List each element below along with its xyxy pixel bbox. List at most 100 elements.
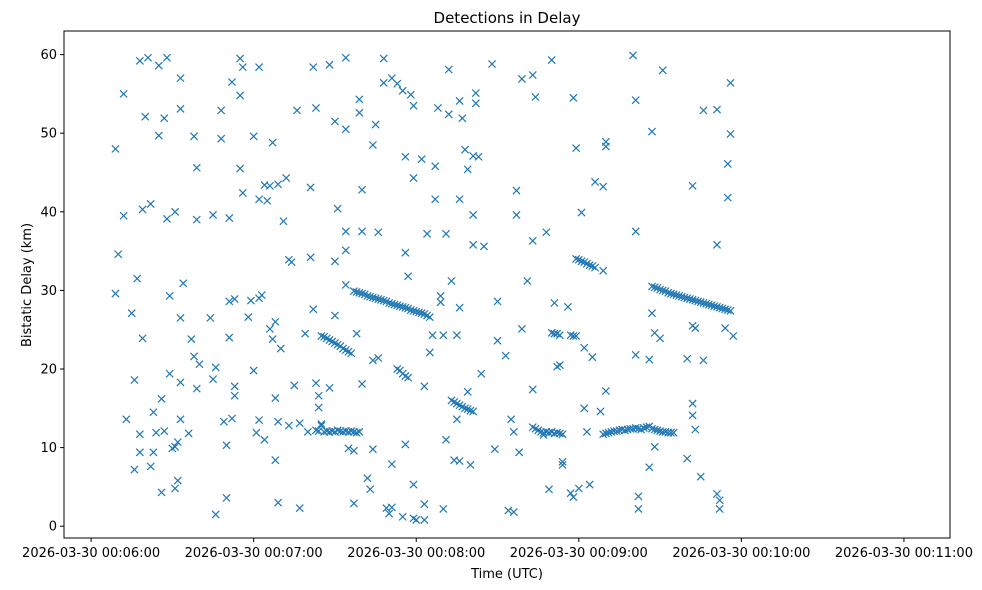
data-point	[149, 448, 158, 457]
data-point	[669, 290, 678, 299]
data-point	[252, 428, 261, 437]
data-point	[469, 407, 478, 416]
data-point	[130, 465, 139, 474]
data-point	[238, 188, 247, 197]
data-point	[192, 163, 201, 172]
data-point	[190, 132, 199, 141]
data-point	[696, 472, 705, 481]
data-point	[265, 181, 274, 190]
data-point	[631, 227, 640, 236]
x-tick-label: 2026-03-30 00:07:00	[185, 546, 323, 561]
data-point	[710, 302, 719, 311]
data-point	[333, 426, 342, 435]
data-point	[550, 329, 559, 338]
data-point	[683, 354, 692, 363]
data-point	[157, 394, 166, 403]
data-point	[650, 425, 659, 434]
data-point	[474, 152, 483, 161]
data-point	[715, 496, 724, 505]
data-point	[729, 331, 738, 341]
data-point	[517, 74, 526, 83]
data-point	[349, 499, 358, 508]
data-point	[349, 446, 358, 455]
data-point	[314, 403, 323, 412]
data-point	[274, 417, 283, 426]
data-point	[721, 324, 730, 333]
data-point	[303, 427, 312, 436]
data-point	[341, 280, 350, 289]
data-point	[366, 485, 375, 494]
data-point	[257, 291, 266, 300]
data-point	[187, 335, 196, 344]
data-point	[723, 306, 732, 315]
data-point	[569, 93, 578, 102]
data-point	[712, 489, 722, 499]
data-point	[111, 144, 120, 153]
data-point	[176, 104, 185, 113]
y-tick-label: 20	[40, 363, 57, 378]
data-point	[577, 257, 586, 266]
data-point	[138, 334, 147, 343]
data-point	[325, 60, 334, 69]
data-point	[555, 429, 564, 438]
data-point	[718, 304, 727, 313]
data-point	[208, 375, 218, 384]
data-point	[192, 384, 201, 393]
data-point	[249, 132, 258, 141]
data-point	[715, 303, 724, 312]
data-point	[585, 261, 594, 270]
data-point	[650, 442, 659, 451]
data-point	[306, 183, 315, 192]
data-point	[363, 474, 372, 483]
y-axis-ticks: 0 10 20 30 40 50 60	[40, 48, 64, 535]
data-point	[723, 193, 732, 202]
data-point	[425, 348, 434, 357]
data-point	[599, 430, 608, 439]
data-point	[634, 504, 643, 513]
data-point	[306, 253, 315, 262]
data-point	[401, 303, 410, 312]
data-point	[631, 96, 640, 105]
data-point	[436, 291, 445, 300]
data-point	[420, 515, 429, 524]
data-point	[341, 125, 350, 134]
data-point	[347, 427, 356, 436]
data-point	[171, 484, 180, 493]
data-point	[309, 305, 318, 314]
data-point	[143, 53, 153, 62]
data-point	[572, 254, 581, 263]
data-point	[160, 427, 169, 436]
data-point	[154, 131, 163, 140]
data-point	[658, 286, 667, 295]
data-point	[469, 240, 478, 249]
data-point	[162, 53, 171, 62]
data-point	[477, 369, 486, 378]
data-point	[488, 59, 497, 69]
data-point	[152, 428, 161, 437]
data-point	[208, 210, 218, 219]
y-axis-label: Bistatic Delay (km)	[20, 223, 35, 347]
data-point	[442, 435, 451, 444]
data-point	[412, 307, 421, 316]
data-point	[558, 460, 567, 469]
data-point	[471, 99, 480, 108]
data-point	[146, 462, 155, 471]
data-point	[460, 145, 470, 154]
data-point	[647, 127, 656, 136]
data-point	[385, 509, 394, 518]
data-point	[569, 493, 578, 502]
data-point	[599, 266, 608, 275]
data-point	[317, 331, 326, 341]
data-point	[572, 331, 581, 341]
data-point	[490, 445, 499, 454]
x-tick-label: 2026-03-30 00:06:00	[22, 546, 160, 561]
data-point	[111, 289, 120, 298]
data-point	[501, 351, 510, 360]
data-point	[493, 336, 502, 345]
data-point	[165, 291, 174, 300]
data-point	[393, 79, 402, 88]
data-point	[669, 428, 678, 437]
data-point	[146, 199, 155, 208]
data-point	[368, 445, 377, 454]
